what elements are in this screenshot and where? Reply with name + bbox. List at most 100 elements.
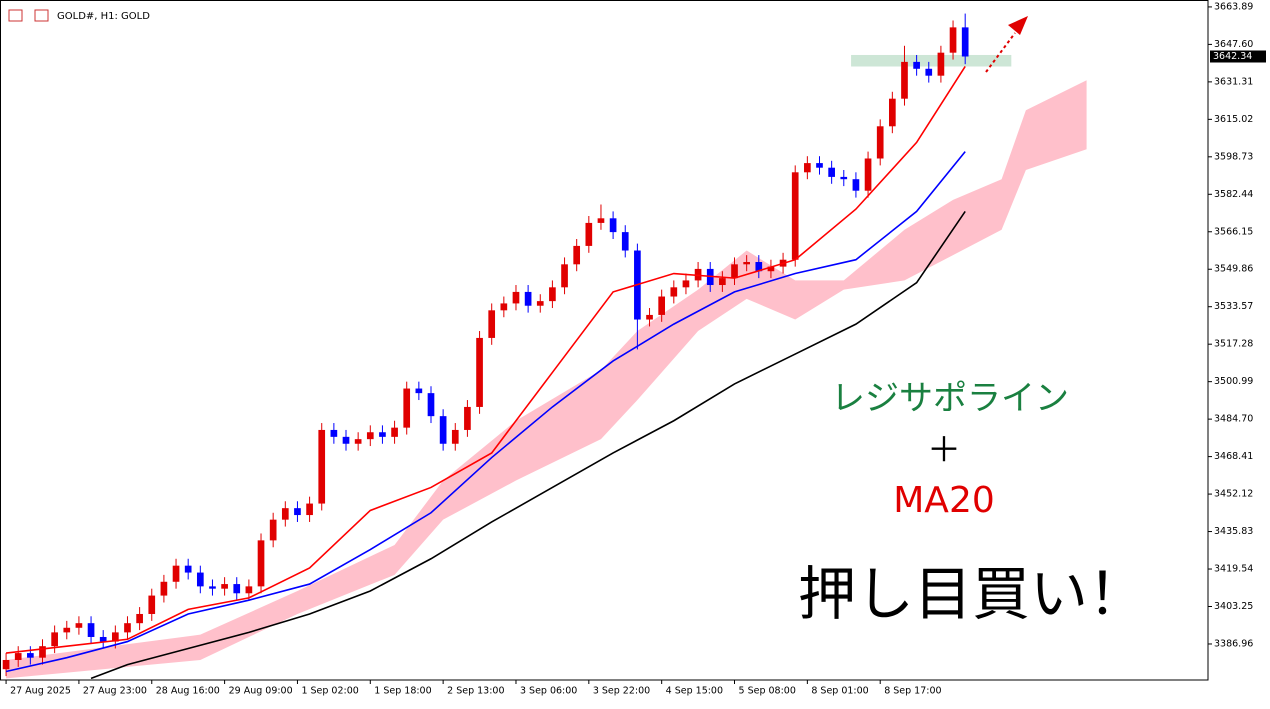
candle-body (172, 565, 180, 582)
candle-body (755, 262, 763, 272)
candle-body (269, 519, 277, 541)
candle-body (937, 52, 945, 76)
icon (34, 9, 49, 22)
candle-body (961, 27, 969, 57)
candle-body (464, 406, 471, 430)
candle-body (354, 439, 362, 444)
candle-body (415, 388, 423, 394)
candle-body (366, 432, 374, 440)
candle-body (233, 584, 241, 594)
y-tick-label: 3403.25 (1214, 601, 1253, 612)
x-tick-label: 3 Sep 06:00 (520, 686, 577, 697)
y-tick-label: 3582.44 (1214, 189, 1253, 200)
candle-body (524, 291, 532, 306)
candle-body (913, 61, 920, 69)
candle-body (585, 222, 593, 246)
x-tick-label: 8 Sep 01:00 (811, 686, 868, 697)
y-tick-label: 3484.70 (1214, 414, 1253, 425)
candle-body (306, 503, 313, 516)
candle-body (221, 584, 228, 589)
candle-body (2, 659, 10, 670)
candle-body (427, 393, 435, 417)
candle-body (949, 27, 957, 53)
candle-body (27, 653, 34, 658)
candle-body (124, 623, 131, 633)
price-label: 3642.34 (1213, 51, 1252, 62)
candle-body (743, 262, 750, 265)
candle-body (536, 301, 544, 306)
ma-line (5, 66, 966, 654)
candle-body (852, 179, 860, 191)
y-tick-label: 3663.89 (1214, 1, 1253, 12)
candle-body (391, 427, 398, 437)
ma-line (5, 151, 966, 673)
x-tick-label: 27 Aug 23:00 (83, 686, 147, 697)
candle-body (767, 266, 775, 272)
candle-body (573, 245, 581, 265)
y-tick-label: 3468.41 (1214, 451, 1253, 462)
annotation: レジサポライン (831, 379, 1069, 419)
candle-body (63, 627, 71, 633)
x-tick-label: 28 Aug 16:00 (156, 686, 220, 697)
y-tick-label: 3615.02 (1214, 114, 1253, 125)
candle-body (379, 432, 386, 437)
candle-body (330, 429, 338, 437)
candle-body (816, 163, 823, 168)
candle-body (864, 158, 872, 191)
icon (8, 9, 23, 22)
candle-body (403, 388, 411, 428)
y-tick-label: 3549.86 (1214, 264, 1253, 275)
y-tick-label: 3500.99 (1214, 376, 1253, 387)
candle-body (840, 176, 848, 180)
plot-frame (0, 0, 1209, 681)
annotation: MA20 (893, 480, 995, 521)
candle-body (658, 296, 666, 315)
x-tick-label: 2 Sep 13:00 (447, 686, 504, 697)
candle-body (136, 613, 143, 624)
candle-body (439, 416, 447, 444)
x-tick-label: 3 Sep 22:00 (593, 686, 650, 697)
candle-body (682, 280, 690, 288)
x-tick-label: 1 Sep 18:00 (374, 686, 431, 697)
candle-body (791, 172, 799, 260)
y-tick-label: 3598.73 (1214, 151, 1253, 162)
candle-body (828, 167, 835, 177)
candle-body (561, 264, 568, 288)
x-tick-label: 29 Aug 09:00 (229, 686, 293, 697)
y-tick-label: 3647.60 (1214, 39, 1253, 50)
plot-area (2, 13, 1087, 680)
candle-body (160, 581, 168, 596)
candle-body (451, 429, 459, 444)
candle-body (318, 429, 326, 504)
candle-body (196, 572, 204, 587)
candle-body (14, 653, 22, 660)
candle-body (512, 291, 520, 304)
candle-body (281, 508, 289, 520)
chart-title: GOLD#, H1: GOLD (57, 11, 150, 22)
candle-body (209, 586, 216, 589)
y-tick-label: 3566.15 (1214, 226, 1253, 237)
candle-body (901, 61, 908, 99)
price-label-box (1210, 50, 1266, 63)
candle-body (488, 310, 496, 338)
candle-body (245, 586, 253, 594)
annotation: 押し目買い！ (798, 560, 1146, 628)
candle-body (99, 636, 107, 642)
candle-body (731, 264, 738, 279)
candle-body (549, 287, 556, 302)
candle-body (87, 623, 95, 637)
candle-body (889, 98, 896, 127)
y-tick-label: 3452.12 (1214, 489, 1253, 500)
x-tick-label: 1 Sep 02:00 (301, 686, 358, 697)
candle-body (597, 218, 605, 223)
candle-body (621, 232, 629, 251)
x-tick-label: 5 Sep 08:00 (739, 686, 796, 697)
x-tick-label: 27 Aug 2025 (10, 686, 71, 697)
y-tick-label: 3386.96 (1214, 638, 1253, 649)
candle-body (670, 287, 678, 297)
candle-body (51, 632, 58, 647)
candle-body (111, 632, 119, 642)
candle-body (257, 540, 265, 587)
candle-body (294, 508, 301, 516)
